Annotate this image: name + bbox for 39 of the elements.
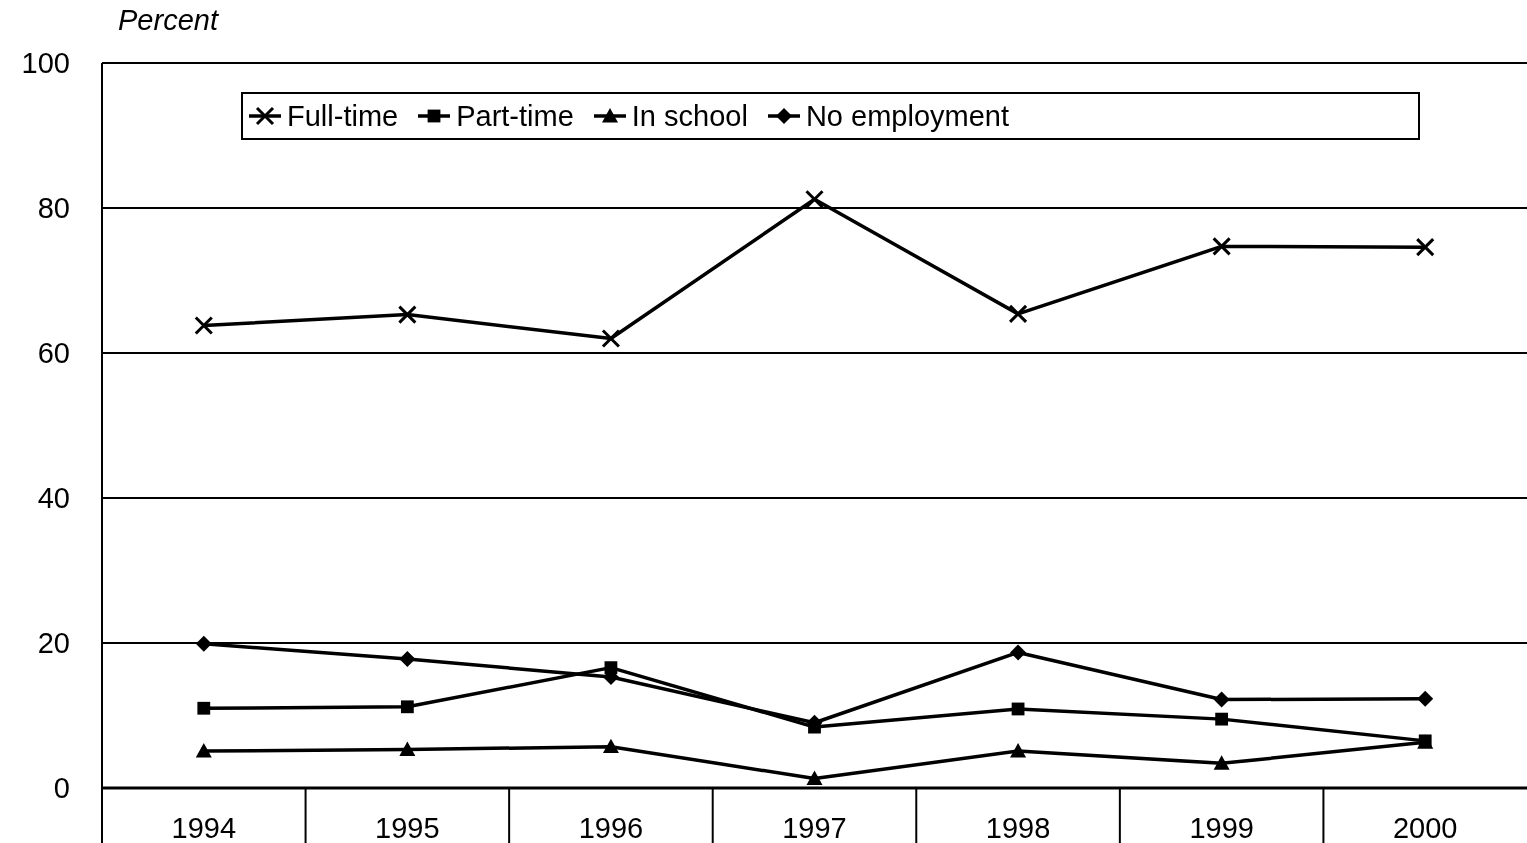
y-tick-label: 100 [21, 47, 70, 80]
point [1008, 304, 1028, 324]
legend-label: No employment [805, 99, 1009, 133]
point [1212, 236, 1232, 256]
point [197, 701, 211, 715]
legend-label: Full-time [287, 99, 399, 133]
point [194, 315, 214, 335]
point [1213, 755, 1230, 770]
point [399, 650, 416, 667]
y-tick-label: 80 [37, 192, 70, 225]
point [195, 635, 212, 652]
point [1415, 237, 1435, 257]
legend-label: Part-time [456, 99, 574, 133]
y-tick-label: 20 [37, 627, 70, 660]
point [1010, 743, 1027, 758]
legend-label: In school [631, 99, 748, 133]
x-tick-label: 1999 [1189, 812, 1254, 843]
point [1010, 644, 1027, 661]
x-tick-label: 1995 [375, 812, 440, 843]
x-tick-label: 1998 [985, 812, 1051, 843]
point [399, 741, 416, 756]
point [601, 329, 621, 348]
point [805, 189, 824, 209]
point [1215, 712, 1229, 726]
point [1213, 691, 1230, 708]
x-tick-label: 1996 [578, 812, 644, 843]
x-tick-label: 1997 [782, 812, 847, 843]
point [195, 743, 212, 758]
point [397, 305, 417, 325]
x-tick-label: 2000 [1392, 812, 1458, 843]
point [1417, 690, 1434, 707]
y-tick-label: 0 [53, 772, 70, 805]
x-tick-label: 1994 [171, 812, 237, 843]
point [806, 770, 823, 785]
y-tick-label: 40 [37, 482, 70, 515]
y-axis-title: Percent [118, 4, 218, 37]
y-tick-label: 60 [37, 337, 70, 370]
point [602, 738, 619, 754]
point [400, 700, 414, 714]
